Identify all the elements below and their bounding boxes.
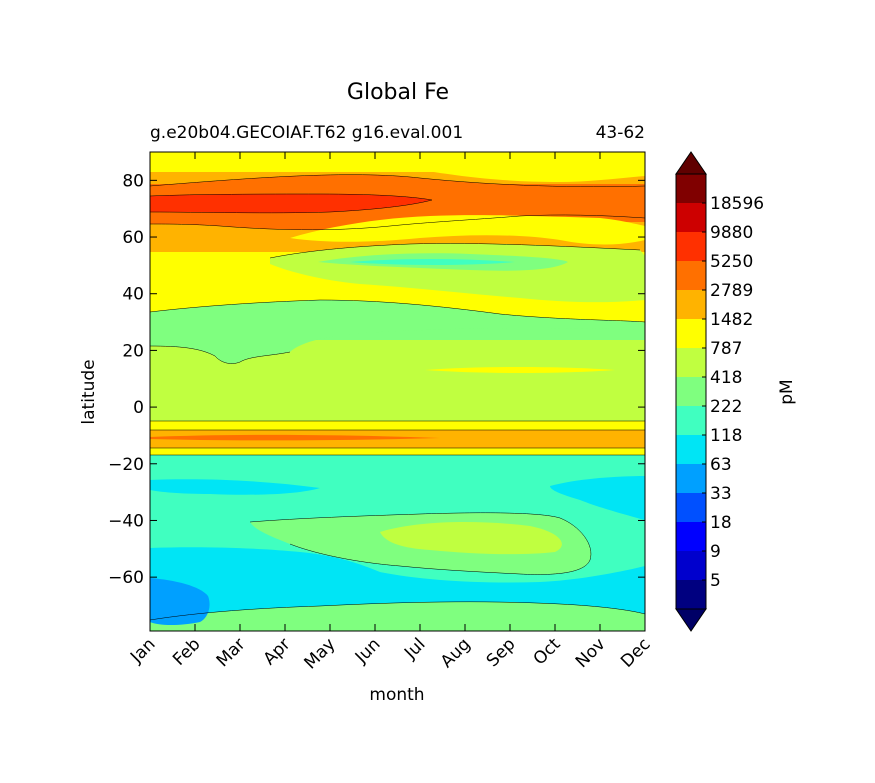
colorbar: 5 9 18 33 63 118 222 418 787 1482 2789 5250 9880 1859…	[675, 151, 764, 632]
y-tick-label: −40	[108, 511, 144, 531]
colorbar-level-label: 1482	[710, 310, 753, 330]
colorbar-label: pM	[777, 379, 797, 404]
colorbar-level-label: 33	[710, 484, 732, 504]
colorbar-segment	[676, 377, 706, 406]
y-tick-label: −60	[108, 568, 144, 588]
contour-1482-sep-tongue	[290, 215, 645, 245]
contour-yellow-north-bulge	[150, 152, 645, 182]
colorbar-level-label: 118	[710, 426, 742, 446]
x-tick-label: Feb	[169, 634, 204, 669]
y-tick-label: −20	[108, 455, 144, 475]
x-tick-label: Jan	[126, 634, 159, 667]
plot-frame	[149, 151, 646, 632]
y-axis-label: latitude	[79, 359, 99, 424]
colorbar-segment	[676, 174, 706, 203]
contour-9880-core	[150, 194, 432, 213]
colorbar-level-label: 2789	[710, 281, 753, 301]
colorbar-level-label: 5	[710, 571, 721, 591]
contour-1482-jul-sep-core	[380, 522, 562, 555]
y-tick-label: 0	[133, 398, 144, 418]
colorbar-level-label: 18	[710, 513, 732, 533]
colorbar-over-arrow	[675, 151, 707, 175]
contour-63-jan-feb	[150, 578, 210, 625]
x-tick-label: Sep	[483, 634, 520, 671]
y-tick-label: 80	[122, 171, 144, 191]
y-axis: 80 60 40 20 0 −20 −40 −60	[108, 171, 645, 588]
colorbar-level-label: 5250	[710, 252, 753, 272]
contour-222-north-streak	[350, 259, 515, 265]
colorbar-level-label: 418	[710, 368, 742, 388]
x-tick-label: Apr	[260, 634, 295, 669]
colorbar-segment	[676, 232, 706, 261]
colorbar-under-arrow	[675, 608, 707, 632]
contour-118-south-lobe	[150, 479, 320, 495]
y-tick-label: 20	[122, 341, 144, 361]
y-tick-label: 40	[122, 285, 144, 305]
colorbar-segment	[676, 406, 706, 435]
x-axis-label: month	[369, 685, 424, 705]
colorbar-segment	[676, 493, 706, 522]
colorbar-segment	[676, 319, 706, 348]
chart-title: Global Fe	[347, 80, 449, 105]
colorbar-segment	[676, 464, 706, 493]
colorbar-level-label: 787	[710, 339, 742, 359]
colorbar-level-label: 9880	[710, 223, 753, 243]
x-tick-label: Jul	[400, 634, 429, 663]
x-tick-label: Mar	[213, 634, 250, 671]
run-subtitle: g.e20b04.GECOIAF.T62 g16.eval.001	[150, 123, 463, 143]
x-tick-label: May	[301, 634, 340, 673]
years-subtitle: 43-62	[596, 123, 645, 143]
x-tick-label: Oct	[530, 634, 565, 669]
colorbar-level-label: 222	[710, 397, 742, 417]
colorbar-segment	[676, 290, 706, 319]
contour-5250-equator-streak	[150, 434, 440, 441]
colorbar-segment	[676, 580, 706, 609]
colorbar-segment	[676, 261, 706, 290]
contour-lines	[150, 174, 645, 621]
colorbar-segment	[676, 551, 706, 580]
x-tick-label: Dec	[617, 634, 654, 671]
x-tick-label: Nov	[572, 634, 610, 672]
x-tick-label: Jun	[351, 634, 385, 668]
colorbar-frame	[675, 173, 707, 610]
contour-1482-aug-streak	[425, 367, 615, 373]
contour-118-oct-dec-lobe	[550, 476, 645, 520]
y-tick-label: 60	[122, 228, 144, 248]
colorbar-segment	[676, 203, 706, 232]
colorbar-segment	[676, 348, 706, 377]
band-1482-south	[150, 448, 645, 456]
contour-418-coastal	[150, 601, 645, 631]
colorbar-segment	[676, 522, 706, 551]
colorbar-level-label: 9	[710, 542, 721, 562]
colorbar-level-label: 63	[710, 455, 732, 475]
contour-plot-area	[150, 152, 645, 631]
colorbar-level-label: 18596	[710, 194, 764, 214]
colorbar-segment	[676, 435, 706, 464]
x-tick-label: Aug	[437, 634, 475, 672]
